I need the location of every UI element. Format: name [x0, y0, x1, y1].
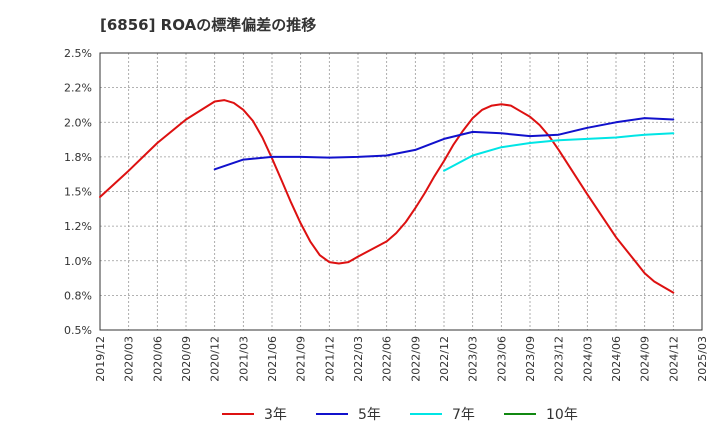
legend-label: 3年: [264, 407, 287, 423]
x-tick-label: 2024/12: [667, 336, 680, 382]
legend: 3年 5年 7年 10年: [222, 407, 578, 423]
series-line-2: [443, 132, 675, 172]
x-tick-label: 2022/12: [438, 336, 451, 382]
x-tick-label: 2021/09: [295, 336, 308, 382]
y-tick-label: 1.2%: [64, 220, 92, 233]
y-tick-label: 1.0%: [64, 255, 92, 268]
x-tick-label: 2023/03: [467, 336, 480, 382]
plot-area: [99, 52, 703, 331]
x-tick-label: 2020/12: [209, 336, 222, 382]
y-tick-label: 1.5%: [64, 186, 92, 199]
x-tick-label: 2022/03: [352, 336, 365, 382]
x-tick-label: 2025/03: [696, 336, 709, 382]
legend-label: 10年: [546, 407, 578, 423]
x-tick-label: 2021/03: [237, 336, 250, 382]
x-tick-label: 2021/06: [266, 336, 279, 382]
x-tick-label: 2023/09: [524, 336, 537, 382]
y-tick-label: 2.2%: [64, 82, 92, 95]
legend-label: 5年: [358, 407, 381, 423]
x-tick-label: 2019/12: [94, 336, 107, 382]
plot-border: [99, 52, 703, 331]
x-tick-label: 2020/09: [180, 336, 193, 382]
y-tick-label: 1.8%: [64, 151, 92, 164]
y-tick-label: 2.5%: [64, 47, 92, 60]
chart-title: [6856] ROAの標準偏差の推移: [100, 16, 317, 34]
x-tick-label: 2020/06: [151, 336, 164, 382]
series-line-1: [213, 117, 675, 171]
x-tick-label: 2021/12: [323, 336, 336, 382]
x-tick-label: 2024/06: [610, 336, 623, 382]
x-tick-label: 2024/09: [639, 336, 652, 382]
y-tick-label: 2.0%: [64, 116, 92, 129]
x-tick-label: 2023/06: [495, 336, 508, 382]
x-tick-label: 2023/12: [553, 336, 566, 382]
legend-label: 7年: [452, 407, 475, 423]
y-tick-label: 0.8%: [64, 289, 92, 302]
series-line-0: [99, 99, 675, 294]
x-tick-label: 2022/06: [381, 336, 394, 382]
x-tick-label: 2020/03: [123, 336, 136, 382]
y-tick-label: 0.5%: [64, 324, 92, 337]
x-tick-label: 2022/09: [409, 336, 422, 382]
x-tick-label: 2024/03: [581, 336, 594, 382]
